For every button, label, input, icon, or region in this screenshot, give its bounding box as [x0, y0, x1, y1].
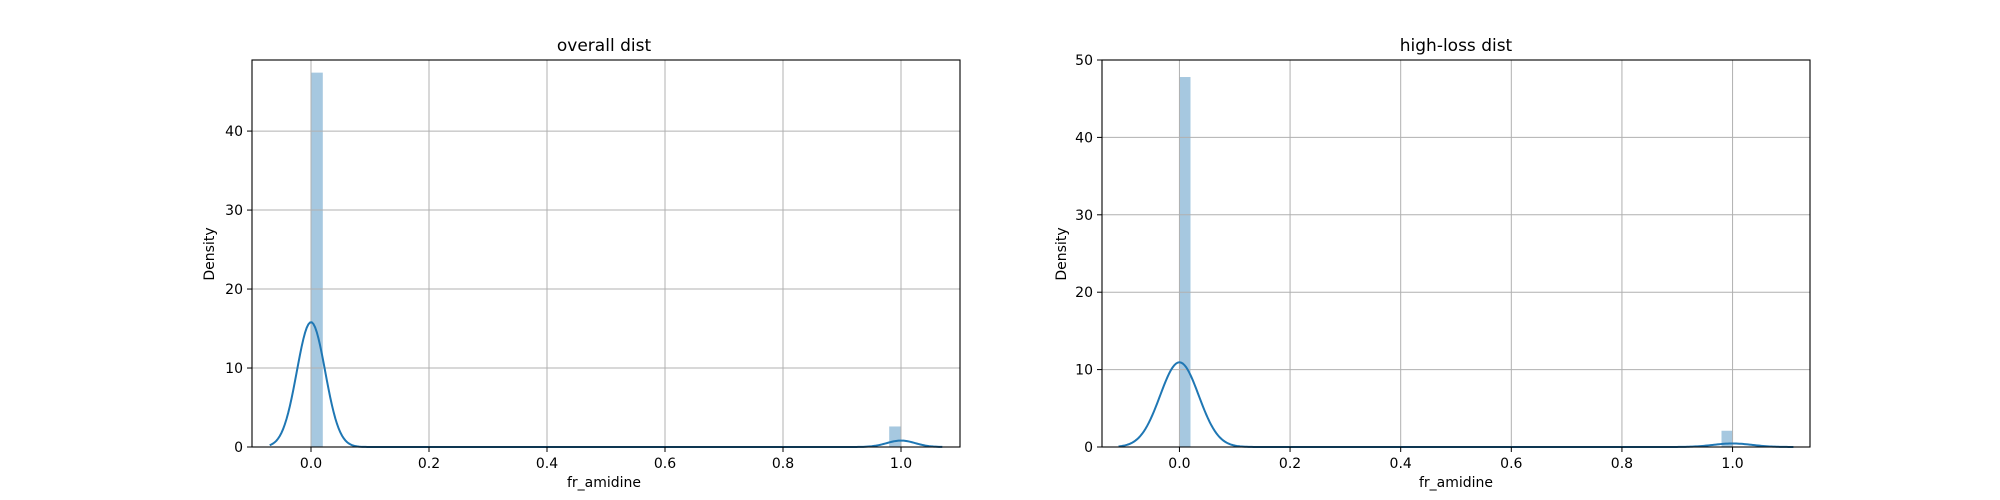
x-tick-label: 0.0 — [1168, 456, 1190, 472]
y-tick-label: 0 — [234, 440, 243, 456]
x-tick-label: 1.0 — [890, 456, 912, 472]
axes-frame — [251, 59, 961, 448]
x-tick-label: 0.6 — [1500, 456, 1522, 472]
y-tick-label: 10 — [225, 361, 243, 377]
histogram-bar — [311, 72, 323, 448]
x-axis-label: fr_amidine — [567, 475, 641, 491]
x-tick-label: 0.0 — [300, 456, 322, 472]
x-tick-label: 0.2 — [418, 456, 440, 472]
chart-high-loss: high-loss dist fr_amidine Density 0.0 0.2… — [1054, 36, 1811, 491]
kde-curve — [1118, 361, 1794, 448]
histogram-bar — [1721, 430, 1733, 447]
y-tick-label: 30 — [225, 203, 243, 219]
y-tick-label: 10 — [1075, 363, 1093, 379]
x-axis-label: fr_amidine — [1419, 475, 1493, 491]
x-tick-label: 0.4 — [536, 456, 558, 472]
x-tick-label: 0.6 — [654, 456, 676, 472]
y-tick-label: 0 — [1084, 440, 1093, 456]
x-tick-label: 0.4 — [1390, 456, 1412, 472]
y-tick-label: 30 — [1075, 208, 1093, 224]
plot-area: 0.0 0.2 0.4 0.6 0.8 1.0 0 10 20 30 40 50 — [1075, 53, 1811, 472]
x-tick-label: 0.2 — [1279, 456, 1301, 472]
x-tick-label: 0.8 — [1611, 456, 1633, 472]
x-tick-label: 1.0 — [1721, 456, 1743, 472]
histogram-bar — [889, 426, 901, 447]
y-tick-label: 40 — [1075, 130, 1093, 146]
y-tick-label: 50 — [1075, 53, 1093, 69]
y-tick-label: 20 — [1075, 285, 1093, 301]
y-tick-label: 20 — [225, 282, 243, 298]
chart-title: high-loss dist — [1400, 36, 1513, 56]
x-tick-label: 0.8 — [772, 456, 794, 472]
y-tick-label: 40 — [225, 124, 243, 140]
kde-curve — [269, 321, 943, 448]
axes-frame — [1101, 59, 1811, 448]
y-axis-label: Density — [202, 227, 218, 280]
plot-area: 0.0 0.2 0.4 0.6 0.8 1.0 0 10 20 30 40 — [225, 59, 961, 472]
chart-overall: overall dist fr_amidine Density 0.0 0.2 0.… — [202, 36, 961, 491]
y-axis-label: Density — [1054, 227, 1070, 280]
histogram-bar — [1179, 77, 1191, 447]
chart-title: overall dist — [557, 36, 652, 56]
